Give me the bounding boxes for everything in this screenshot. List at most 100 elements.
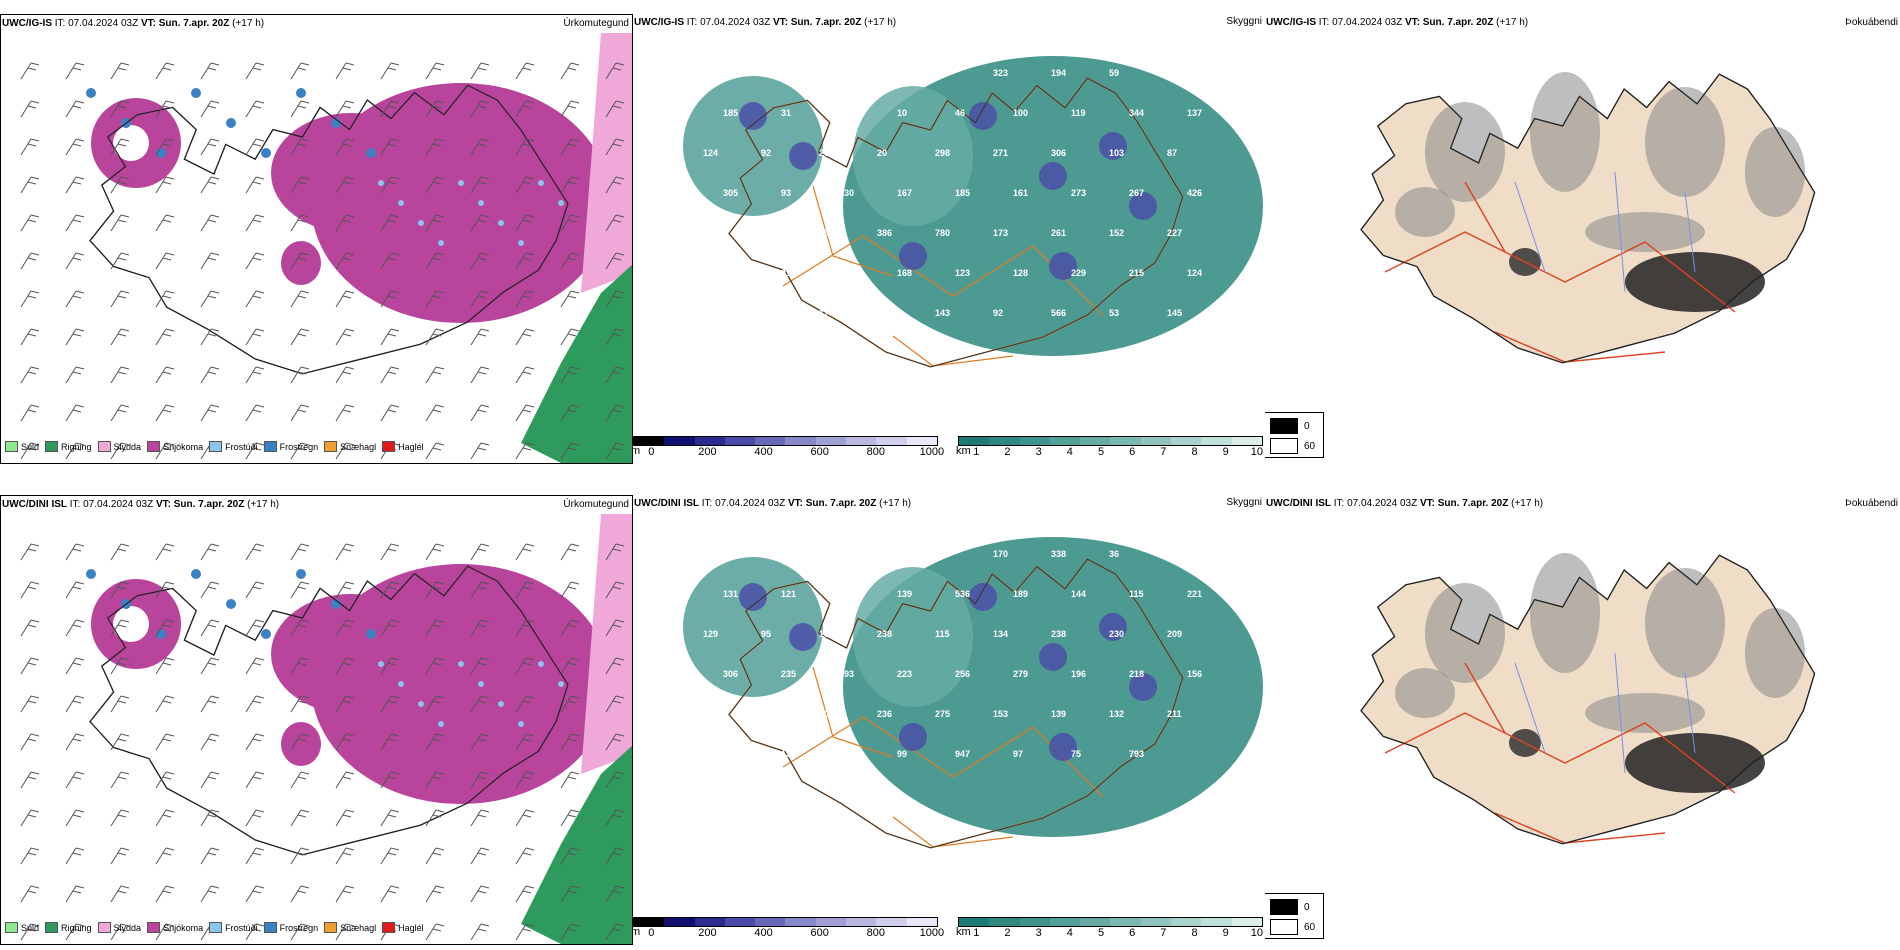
legend-label: Snjókoma <box>163 922 204 933</box>
cloud-base-label: 103 <box>1109 148 1124 158</box>
colorbar-tick: 800 <box>866 446 885 458</box>
cloud-base-label: 228 <box>723 268 738 278</box>
legend-label: Rigning <box>61 922 92 933</box>
legend-item: Slydda <box>97 922 141 933</box>
colorbar-strip <box>633 917 938 927</box>
colorbar-strip <box>958 917 1263 927</box>
legend-label: Snjókoma <box>163 441 204 452</box>
cloud-base-label: 139 <box>781 749 796 759</box>
panel-title: Úrkomutegund <box>563 499 629 510</box>
legend-label: Súld <box>21 441 40 452</box>
cloud-base-label: 170 <box>819 308 834 318</box>
colorbar-cell <box>959 918 990 926</box>
cloud-base-label: 308 <box>819 709 834 719</box>
legend-swatch <box>263 441 277 452</box>
precip-legend: Súld Rigning Slydda Snjókoma Frostúði Frostre… <box>5 922 424 933</box>
cloud-base-label: 10 <box>1167 549 1177 559</box>
colorbar-cell <box>664 918 695 926</box>
colorbar-tick: 6 <box>1129 927 1136 939</box>
colorbar-cell <box>755 918 786 926</box>
cloud-base-label: 144 <box>1071 589 1086 599</box>
cloud-base-label: 147 <box>839 749 854 759</box>
colorbar-unit: km <box>956 926 971 938</box>
colorbar-unit: m <box>633 926 641 938</box>
cloud-base-label: 236 <box>877 709 892 719</box>
cloud-base-label: 167 <box>897 188 912 198</box>
cloud-base-label: 305 <box>723 188 738 198</box>
legend-label: Snæhagl <box>340 441 377 452</box>
panel-header: UWC/DINI ISL IT: 07.04.2024 03Z VT: Sun.… <box>1266 498 1544 509</box>
cloud-base-label: 185 <box>723 108 738 118</box>
colorbar-cell <box>959 437 990 445</box>
cloud-base-label: 298 <box>935 148 950 158</box>
legend-item: Rigning <box>45 922 92 933</box>
legend-item: Súld <box>5 922 39 933</box>
cloud-base-label: 179 <box>819 68 834 78</box>
cloud-base-label: 95 <box>761 629 771 639</box>
colorbar-tick: 600 <box>810 927 829 939</box>
colorbar-cell <box>694 437 725 445</box>
legend-label: Snæhagl <box>340 922 377 933</box>
cloud-base-label: 143 <box>935 308 950 318</box>
cloud-base-label: 129 <box>703 629 718 639</box>
colorbar-cell <box>989 918 1020 926</box>
cloud-base-label: 353 <box>723 749 738 759</box>
legend-item: Haglél <box>382 441 424 452</box>
cloud-base-label: 227 <box>1167 228 1182 238</box>
cloud-base-label: 780 <box>935 228 950 238</box>
colorbar-cell <box>1201 437 1232 445</box>
cloud-base-label: 10 <box>897 108 907 118</box>
cloud-map: 164 94 179 687 52 323 194 59 31 185 31 146 10 46 100 11… <box>683 56 1263 368</box>
colorbar-tick: 3 <box>1035 446 1042 458</box>
cloud-base-label: 857 <box>877 549 892 559</box>
cloud-base-label: 139 <box>1051 709 1066 719</box>
cloud-base-label: 185 <box>955 188 970 198</box>
colorbar-tick: 1000 <box>919 446 945 458</box>
colorbar-tick: 9 <box>1222 446 1229 458</box>
cloud-base-label: 273 <box>1071 188 1086 198</box>
fog-map <box>1360 72 1816 364</box>
cloud-base-label: 255 <box>819 228 834 238</box>
cloud-base-label: 59 <box>1109 68 1119 78</box>
cloud-base-label: 490 <box>761 228 776 238</box>
fog-panel-row1: UWC/IG-IS IT: 07.04.2024 03Z VT: Sun. 7.… <box>1265 14 1900 464</box>
cloud-base-label: 119 <box>1071 108 1086 118</box>
colorbar-tick: 2 <box>1004 446 1011 458</box>
legend-swatch <box>5 441 18 452</box>
colorbar-tick: 6 <box>1129 446 1136 458</box>
legend-swatch <box>5 922 18 933</box>
fog-map <box>1360 553 1816 845</box>
cloud-base-label: 338 <box>1051 549 1066 559</box>
cloud-base-label: 306 <box>1051 148 1066 158</box>
colorbar-cell <box>846 437 877 445</box>
colorbar-tick: 8 <box>1191 927 1198 939</box>
colorbar-cell <box>1019 918 1050 926</box>
legend-swatch <box>324 441 338 452</box>
colorbar-cell <box>1201 918 1232 926</box>
colorbar-cell <box>694 918 725 926</box>
colorbar-tick: 1000 <box>919 927 945 939</box>
cloud-base-label: 235 <box>781 669 796 679</box>
cloud-base-label: 188 <box>761 308 776 318</box>
cloud-base-label: 124 <box>703 148 718 158</box>
cloud-base-label: 152 <box>1109 228 1124 238</box>
legend-swatch <box>209 922 223 933</box>
cloud-base-label: 209 <box>1167 629 1182 639</box>
cloud-base-label: 46 <box>955 108 965 118</box>
panel-header: UWC/IG-IS IT: 07.04.2024 03Z VT: Sun. 7.… <box>634 17 897 28</box>
colorbar-tick: 5 <box>1097 446 1105 458</box>
cloud-base-label: 75 <box>1071 749 1081 759</box>
colorbar-tick: 4 <box>1066 927 1073 939</box>
visibility-colorbar: km 1 2 3 4 5 6 7 8 9 10 <box>956 917 1263 939</box>
cloud-base-label: 119 <box>839 589 854 599</box>
cloud-base-label: 20 <box>877 148 887 158</box>
legend-item: Rigning <box>45 441 92 452</box>
legend-item: Frostregn <box>263 441 318 452</box>
cloud-base-colorbar: m 0 200 400 600 800 1000 <box>633 917 944 939</box>
fog-legend: 0 60 <box>1265 412 1324 458</box>
colorbar-tick: 200 <box>698 927 717 939</box>
colorbar-cell <box>1110 918 1141 926</box>
legend-item: Haglél <box>382 922 424 933</box>
panel-title: Skyggni <box>1226 497 1262 508</box>
colorbar-cell <box>724 918 756 926</box>
